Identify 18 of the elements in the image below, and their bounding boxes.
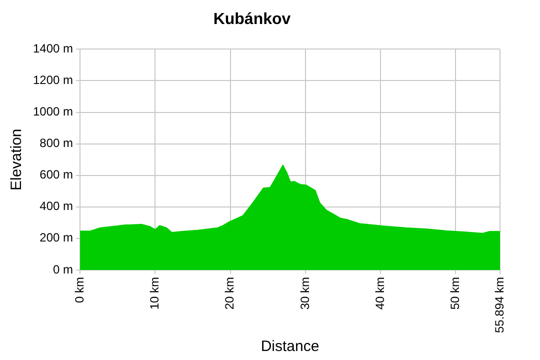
x-tick-label: 55.894 km xyxy=(492,276,506,334)
y-tick-label: 800 m xyxy=(40,136,74,150)
x-tick-label: 10 km xyxy=(147,276,162,310)
y-tick-label: 0 m xyxy=(53,262,74,276)
x-tick-label: 40 km xyxy=(372,276,387,310)
x-tick-label: 50 km xyxy=(448,276,462,310)
x-tick-label: 20 km xyxy=(222,276,237,310)
y-tick-label: 1200 m xyxy=(32,73,74,88)
y-tick-label: 200 m xyxy=(40,230,74,245)
x-tick-label: 0 km xyxy=(72,276,86,303)
y-tick-label: 1400 m xyxy=(32,42,74,56)
x-axis-title: Distance xyxy=(260,338,320,356)
y-tick-label: 1000 m xyxy=(32,104,74,119)
y-tick-label: 600 m xyxy=(40,168,74,182)
x-tick-label: 30 km xyxy=(298,276,312,310)
y-tick-label: 400 m xyxy=(40,199,74,214)
y-axis-title: Elevation xyxy=(8,128,26,190)
chart-title: Kubánkov xyxy=(213,11,291,28)
